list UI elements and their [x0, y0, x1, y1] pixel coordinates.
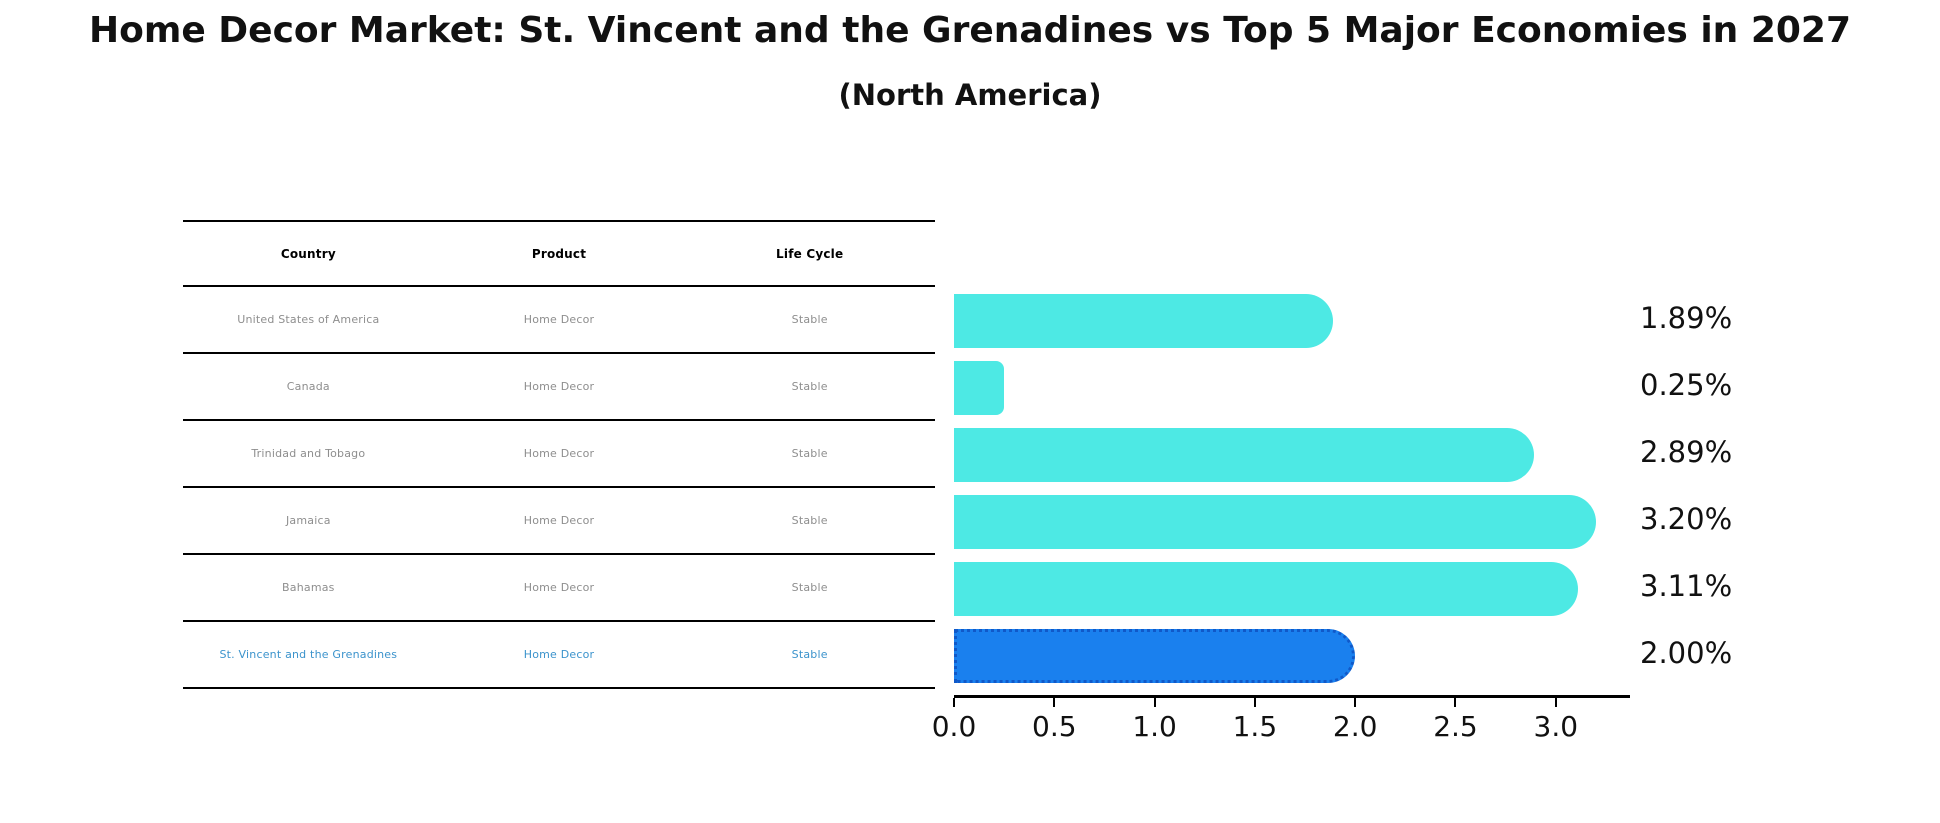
table-header-country: Country — [280, 246, 336, 261]
table-cell-country: Jamaica — [285, 514, 331, 527]
table-cell-product: Home Decor — [523, 581, 595, 594]
table-cell-product: Home Decor — [523, 514, 595, 527]
x-axis-tick-label: 2.5 — [1433, 710, 1478, 743]
table-cell-life-cycle: Stable — [791, 447, 828, 460]
bar — [954, 494, 1596, 549]
bar-value-label: 3.11% — [1640, 568, 1733, 603]
bar-value-label: 0.25% — [1640, 367, 1733, 402]
x-axis-tick-label: 3.0 — [1533, 710, 1579, 743]
x-axis-tick — [1454, 697, 1457, 707]
x-axis-tick-label: 2.0 — [1332, 710, 1378, 743]
table-cell-life-cycle: Stable — [791, 313, 828, 326]
x-axis-spine — [954, 695, 1630, 698]
bar — [954, 360, 1005, 415]
bar-value-label: 1.89% — [1640, 300, 1733, 335]
table-cell-country: Bahamas — [282, 581, 335, 594]
bar-value-label: 3.20% — [1640, 501, 1733, 536]
chart-subtitle: (North America) — [838, 78, 1102, 112]
table-row: United States of America Home Decor Stab… — [183, 287, 935, 354]
table-cell-country: St. Vincent and the Grenadines — [219, 648, 398, 661]
bar — [954, 561, 1578, 616]
x-axis-tick-label: 0.5 — [1032, 710, 1077, 743]
table-cell-country: Trinidad and Tobago — [251, 447, 366, 460]
table-header-life-cycle: Life Cycle — [776, 246, 844, 261]
x-axis-tick — [1153, 697, 1156, 707]
table-cell-life-cycle: Stable — [791, 380, 828, 393]
table-row: Canada Home Decor Stable — [183, 354, 935, 421]
table-cell-life-cycle: Stable — [791, 514, 828, 527]
bar-value-label: 2.00% — [1640, 635, 1733, 670]
country-table: Country Product Life Cycle United States… — [183, 220, 935, 689]
table-cell-product: Home Decor — [523, 380, 595, 393]
table-cell-country: Canada — [286, 380, 330, 393]
chart-title: Home Decor Market: St. Vincent and the G… — [88, 10, 1852, 51]
table-cell-country: United States of America — [237, 313, 380, 326]
x-axis-tick — [953, 697, 955, 707]
table-row: Jamaica Home Decor Stable — [183, 488, 935, 555]
bar — [954, 293, 1334, 348]
bar — [954, 427, 1534, 482]
table-cell-product: Home Decor — [523, 447, 595, 460]
table-header-row: Country Product Life Cycle — [183, 220, 935, 287]
table-cell-product: Home Decor — [523, 648, 595, 661]
table-cell-life-cycle: Stable — [791, 581, 828, 594]
x-axis-tick — [1253, 697, 1256, 707]
table-header-product: Product — [531, 246, 587, 261]
table-cell-life-cycle: Stable — [791, 648, 828, 661]
bar-highlighted — [954, 628, 1356, 683]
table-row: Trinidad and Tobago Home Decor Stable — [183, 421, 935, 488]
x-axis-tick — [1354, 697, 1357, 707]
bar-value-label: 2.89% — [1640, 434, 1733, 469]
x-axis-tick-label: 0.0 — [931, 710, 977, 743]
x-axis-tick-label: 1.0 — [1132, 710, 1177, 743]
x-axis-tick — [1554, 697, 1557, 707]
x-axis-tick-label: 1.5 — [1232, 710, 1278, 743]
table-row: Bahamas Home Decor Stable — [183, 555, 935, 622]
x-axis-tick — [1053, 697, 1056, 707]
table-cell-product: Home Decor — [523, 313, 595, 326]
table-row-highlighted: St. Vincent and the Grenadines Home Deco… — [183, 622, 935, 689]
